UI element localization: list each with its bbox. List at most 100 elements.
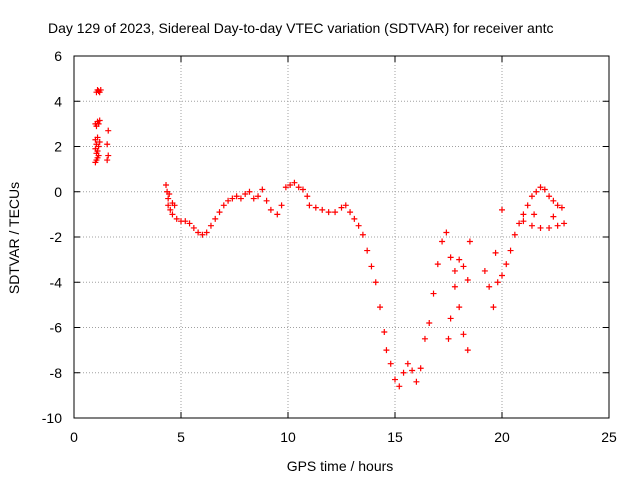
data-point (165, 202, 172, 209)
data-point (347, 209, 354, 216)
x-tick-label: 5 (177, 429, 185, 445)
data-point (499, 206, 505, 213)
y-tick-label: 6 (54, 48, 62, 64)
data-point (494, 279, 501, 286)
data-point (537, 224, 544, 231)
data-point (351, 215, 358, 222)
data-point (186, 220, 193, 227)
data-point (237, 195, 244, 202)
data-point (445, 335, 452, 342)
data-point (304, 193, 311, 200)
data-point (503, 261, 510, 268)
data-point (464, 347, 471, 354)
data-point (528, 222, 535, 229)
data-point (229, 195, 236, 202)
data-point (171, 202, 178, 209)
data-point (233, 193, 240, 200)
data-point (372, 279, 379, 286)
data-point (460, 263, 467, 270)
data-point (306, 202, 313, 209)
y-tick-label: 0 (54, 184, 62, 200)
data-point (541, 186, 548, 193)
y-tick-label: 4 (54, 93, 62, 109)
data-point (554, 202, 561, 209)
data-point (274, 211, 281, 218)
data-point (299, 186, 306, 193)
axis-ticks: 0 5 10 15 20 25 -10 -8 -6 -4 -2 0 2 4 6 (42, 48, 617, 445)
data-point (190, 224, 197, 231)
data-point (282, 184, 289, 191)
data-point (447, 315, 454, 322)
data-point (451, 267, 458, 274)
data-point (466, 238, 473, 245)
y-tick-label: -10 (42, 410, 62, 426)
y-tick-label: -8 (50, 365, 63, 381)
x-tick-label: 25 (601, 429, 617, 445)
data-point (355, 222, 362, 229)
data-point (404, 360, 411, 367)
data-point (319, 206, 326, 213)
data-point (203, 229, 210, 236)
data-point (105, 152, 112, 159)
x-tick-label: 15 (387, 429, 403, 445)
data-point (421, 335, 428, 342)
data-point (287, 181, 294, 188)
data-point (447, 254, 454, 261)
data-point (486, 283, 493, 290)
x-tick-label: 0 (70, 429, 78, 445)
data-point (338, 204, 345, 211)
data-point (511, 231, 518, 238)
data-point (96, 117, 103, 124)
data-point (456, 304, 463, 311)
data-point (456, 256, 463, 263)
data-point (250, 195, 257, 202)
data-point (199, 231, 206, 238)
data-point (460, 331, 467, 338)
data-point (533, 188, 540, 195)
data-point (443, 229, 450, 236)
data-point (492, 249, 499, 256)
data-point (364, 247, 371, 254)
data-point (464, 276, 471, 283)
data-point (173, 215, 180, 222)
data-point (332, 209, 339, 216)
y-tick-label: -6 (50, 320, 63, 336)
data-point (520, 211, 527, 218)
data-point (259, 186, 266, 193)
data-point (396, 383, 403, 390)
data-point (94, 134, 101, 141)
data-point (263, 197, 270, 204)
data-point (212, 215, 219, 222)
data-point (451, 283, 458, 290)
data-point (387, 360, 394, 367)
data-point (225, 197, 232, 204)
data-point (392, 376, 398, 383)
data-point (163, 181, 170, 188)
chart-title: Day 129 of 2023, Sidereal Day-to-day VTE… (48, 20, 554, 36)
data-point (94, 148, 101, 155)
data-point (524, 202, 531, 209)
data-point (95, 152, 102, 159)
data-point (207, 222, 214, 229)
x-axis-label: GPS time / hours (287, 458, 394, 474)
data-point (216, 209, 223, 216)
data-point (550, 213, 557, 220)
data-point (499, 272, 505, 279)
data-point (182, 218, 189, 225)
data-point (546, 224, 553, 231)
data-point (291, 179, 298, 186)
data-point (242, 191, 249, 198)
data-point (95, 120, 102, 127)
data-point (169, 211, 176, 218)
data-point (481, 267, 488, 274)
data-point (381, 329, 388, 336)
y-tick-label: -2 (50, 229, 63, 245)
data-point (295, 184, 302, 191)
grid-lines (74, 56, 609, 418)
data-point (166, 191, 173, 198)
data-point (220, 202, 227, 209)
data-point (377, 304, 384, 311)
data-point (413, 378, 420, 385)
x-tick-label: 10 (280, 429, 296, 445)
